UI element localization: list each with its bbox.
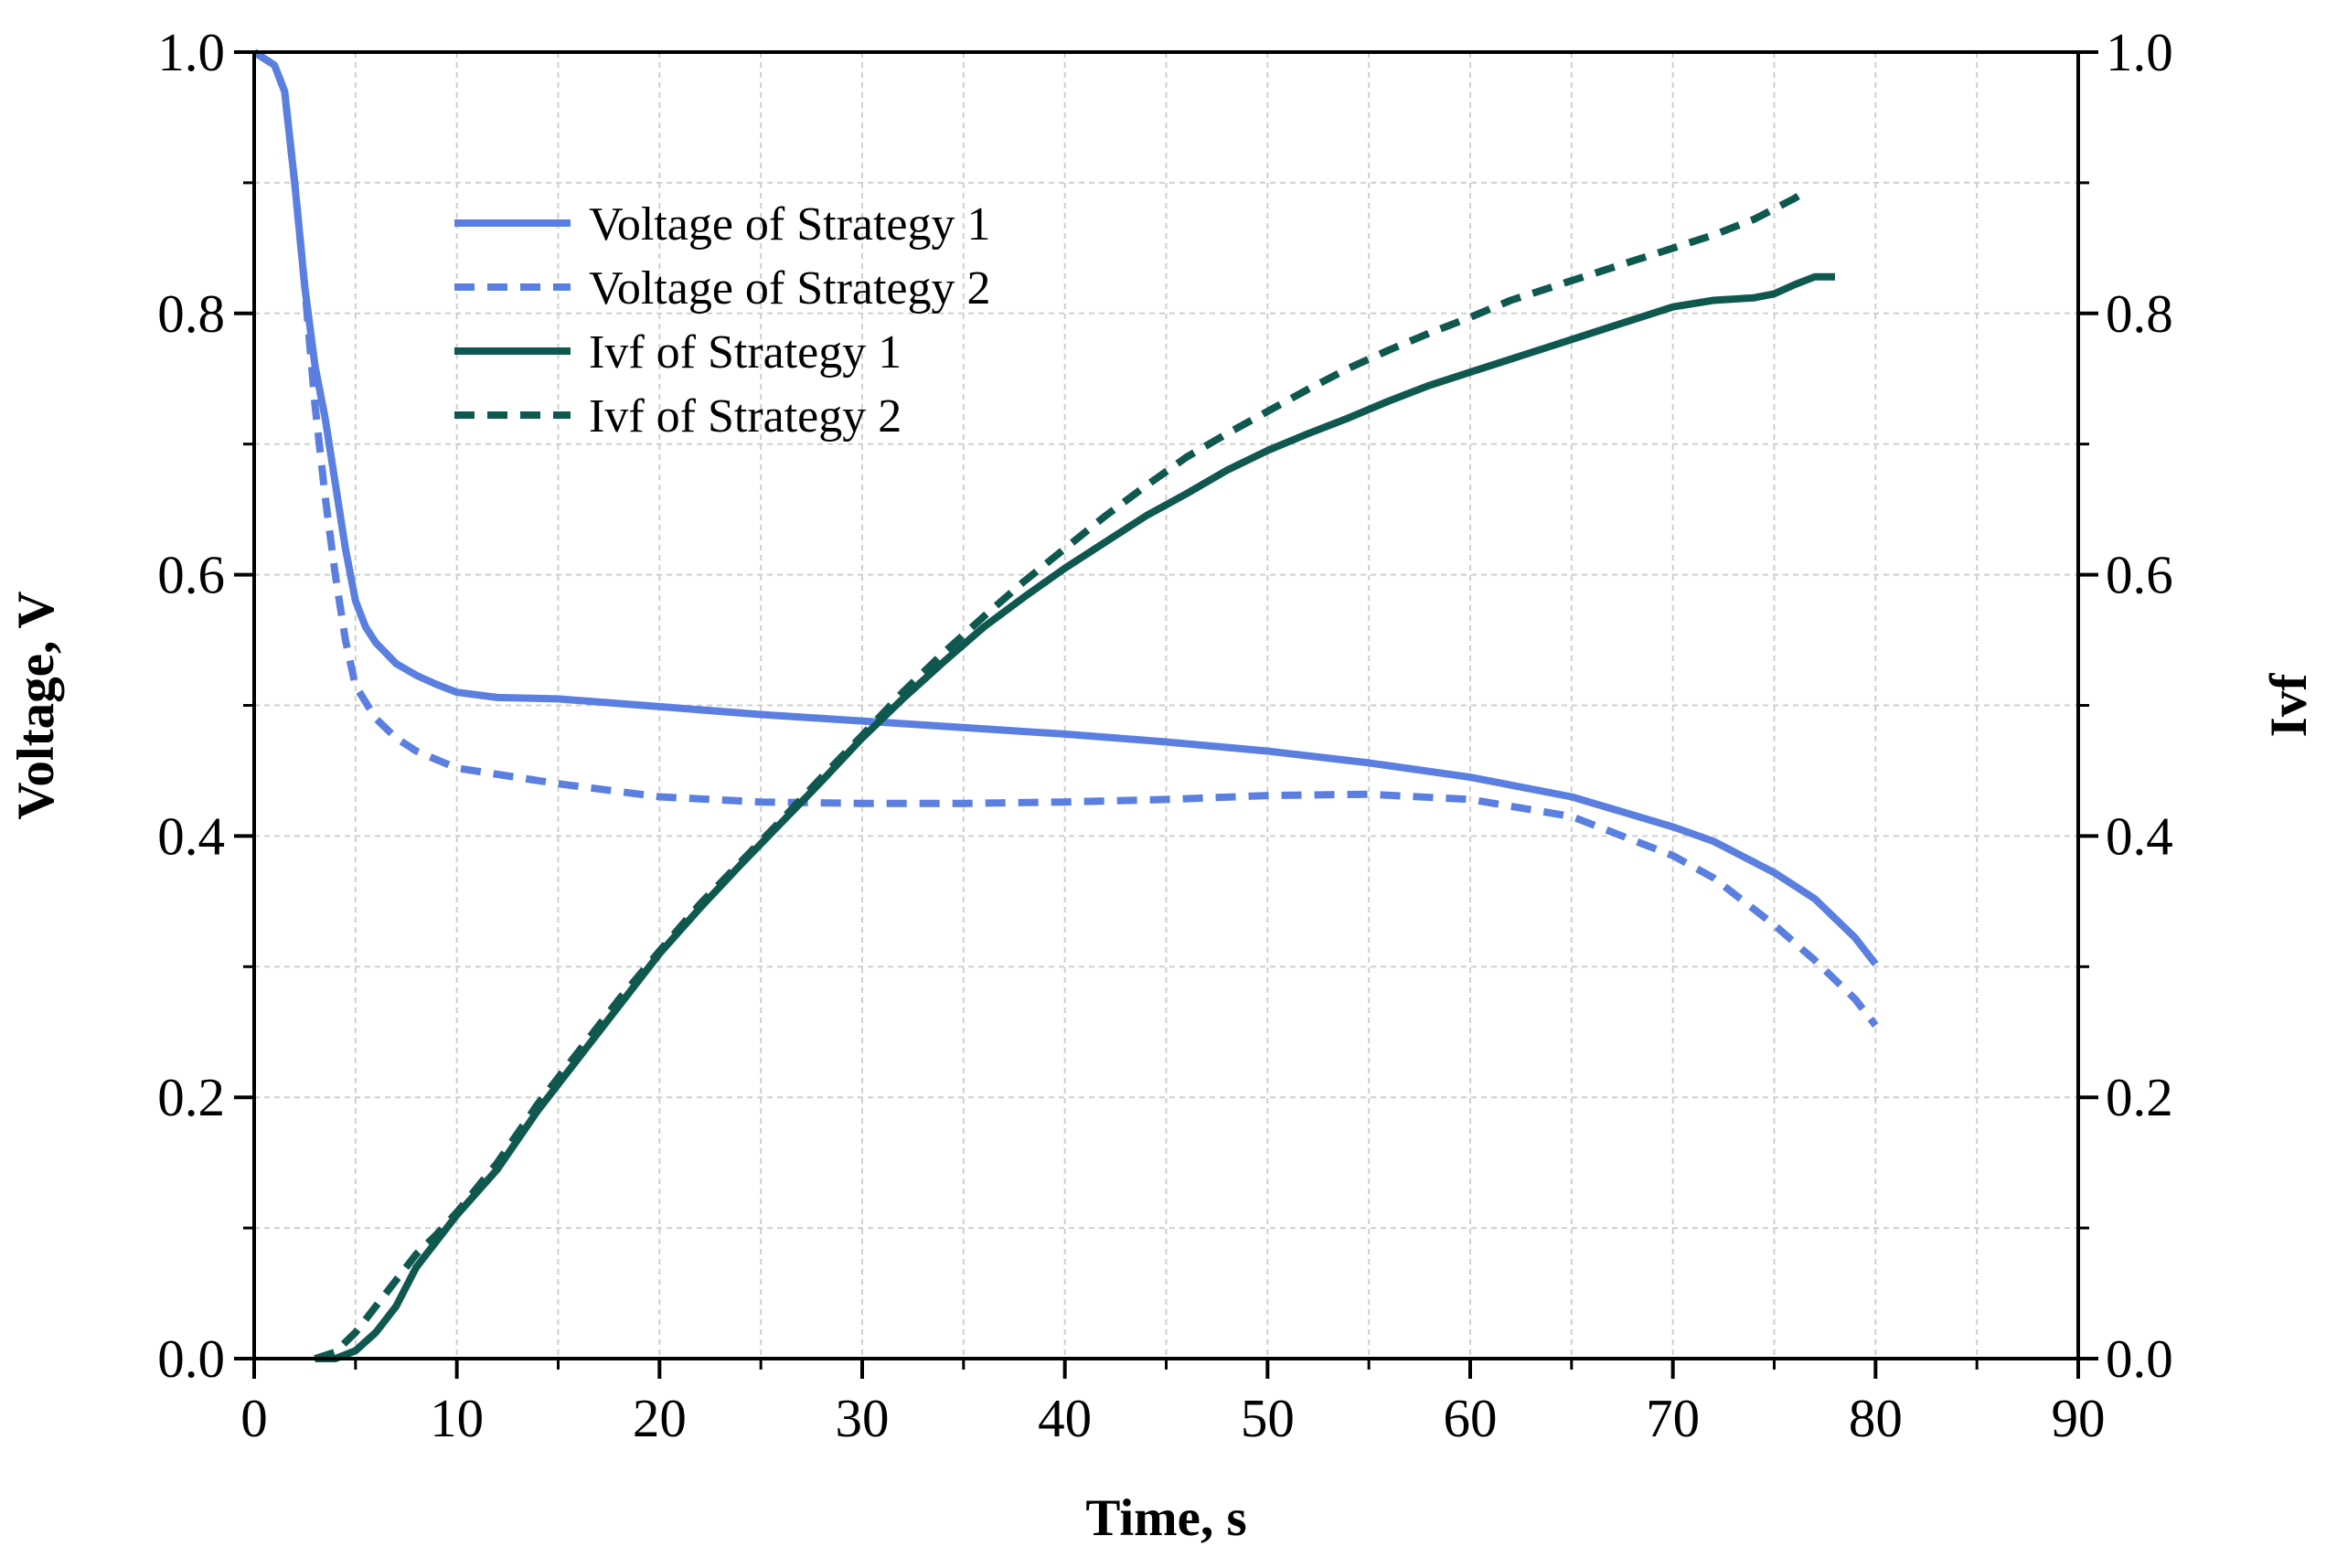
y-right-tick-label: 1.0 (2106, 22, 2173, 82)
series-group (251, 48, 1879, 1362)
tick-labels: 0 10 20 30 40 50 60 70 80 900.00.20.40.60.81.00.0… (157, 22, 2173, 1448)
legend-label-ivf-strategy-1: Ivf of Strategy 1 (589, 326, 902, 379)
legend-label-ivf-strategy-2: Ivf of Strategy 2 (589, 390, 902, 443)
x-tick-label: 0 (240, 1388, 268, 1448)
y-right-tick-label: 0.2 (2106, 1067, 2173, 1127)
x-tick-label: 30 (836, 1388, 890, 1448)
legend: Voltage of Strategy 1 Voltage of Strateg… (454, 198, 991, 443)
x-axis-title: Time, s (1085, 1489, 1246, 1547)
x-tick-label: 10 (430, 1388, 484, 1448)
y-left-tick-label: 1.0 (157, 22, 225, 82)
y-left-tick-label: 0.8 (157, 283, 225, 344)
x-tick-label: 90 (2052, 1388, 2106, 1448)
x-tick-label: 20 (633, 1388, 687, 1448)
y-axis-right-title: Ivf (2260, 673, 2318, 738)
y-right-tick-label: 0.8 (2106, 283, 2173, 344)
x-tick-label: 80 (1849, 1388, 1903, 1448)
y-right-tick-label: 0.0 (2106, 1328, 2173, 1389)
legend-label-voltage-strategy-1: Voltage of Strategy 1 (589, 198, 991, 251)
y-left-tick-label: 0.0 (157, 1328, 225, 1389)
x-tick-label: 70 (1646, 1388, 1700, 1448)
y-left-tick-label: 0.2 (157, 1067, 225, 1127)
x-tick-label: 50 (1241, 1388, 1295, 1448)
y-right-tick-label: 0.4 (2106, 805, 2173, 866)
series-line-3 (314, 188, 1807, 1362)
grid (254, 52, 2078, 1359)
y-right-tick-label: 0.6 (2106, 545, 2173, 605)
y-axis-left-title: Voltage, V (7, 591, 65, 819)
y-left-tick-label: 0.6 (157, 545, 225, 605)
series-line-1 (251, 48, 1879, 1029)
y-left-tick-label: 0.4 (157, 805, 225, 866)
series-line-0 (251, 48, 1879, 966)
x-tick-label: 40 (1038, 1388, 1092, 1448)
legend-label-voltage-strategy-2: Voltage of Strategy 2 (589, 262, 991, 315)
ticks (234, 50, 2098, 1379)
x-tick-label: 60 (1444, 1388, 1498, 1448)
